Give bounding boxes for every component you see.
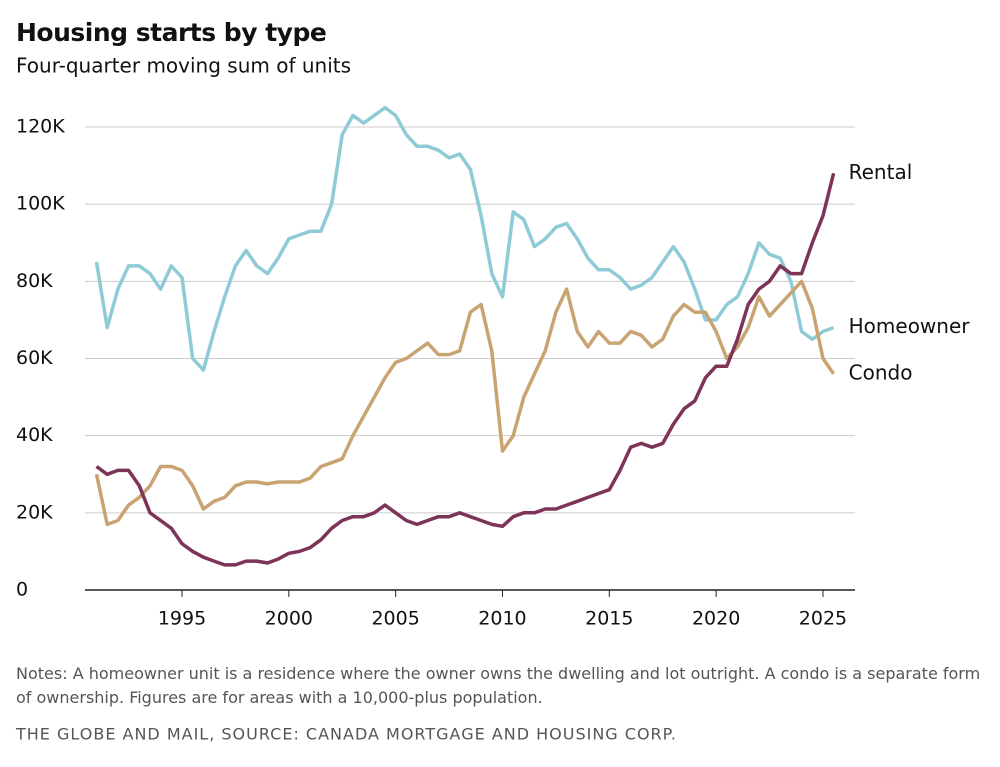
notes-box: Notes: A homeowner unit is a residence w… xyxy=(16,664,981,707)
series-line xyxy=(94,279,836,527)
x-tick-label: 2015 xyxy=(585,608,633,630)
x-tick-label: 1995 xyxy=(158,608,206,630)
chart-title: Housing starts by type xyxy=(16,18,326,47)
series-line xyxy=(95,172,836,567)
y-tick-label: 60K xyxy=(16,347,53,369)
x-tick-label: 2025 xyxy=(799,608,847,630)
legend-label: Rental xyxy=(849,160,913,184)
y-tick-label: 0 xyxy=(16,579,28,601)
x-tick-label: 2010 xyxy=(478,608,526,630)
legend-label: Homeowner xyxy=(849,314,971,338)
y-tick-label: 120K xyxy=(16,116,65,138)
y-tick-label: 40K xyxy=(16,424,53,446)
x-tick-label: 2000 xyxy=(265,608,313,630)
y-tick-label: 80K xyxy=(16,270,53,292)
chart-subtitle: Four-quarter moving sum of units xyxy=(16,54,351,78)
y-tick-label: 100K xyxy=(16,193,65,215)
notes: Notes: A homeowner unit is a residence w… xyxy=(16,664,981,707)
source: THE GLOBE AND MAIL, SOURCE: CANADA MORTG… xyxy=(15,725,677,744)
y-tick-label: 20K xyxy=(16,501,53,523)
legend-label: Condo xyxy=(849,360,913,384)
x-tick-label: 2005 xyxy=(371,608,419,630)
x-tick-label: 2020 xyxy=(692,608,740,630)
